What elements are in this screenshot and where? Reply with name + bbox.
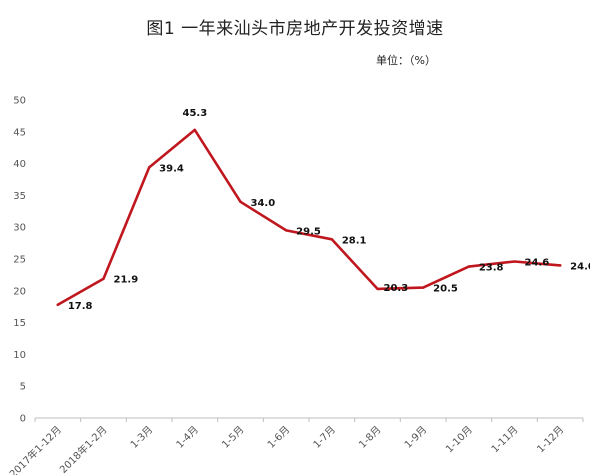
x-tick-label: 1-5月 — [220, 424, 247, 451]
y-tick-label: 45 — [13, 127, 26, 138]
data-label: 29.5 — [296, 226, 321, 237]
x-tick-label: 2018年1-2月 — [57, 423, 110, 475]
x-tick-label: 1-3月 — [128, 424, 155, 451]
x-tick-label: 1-6月 — [265, 424, 292, 451]
x-tick-label: 1-12月 — [535, 424, 567, 456]
x-tick-label: 1-9月 — [402, 424, 429, 451]
data-label: 34.0 — [251, 198, 276, 209]
y-tick-label: 20 — [13, 286, 26, 297]
data-label: 45.3 — [182, 108, 207, 119]
y-tick-label: 10 — [13, 350, 26, 361]
data-point — [467, 265, 471, 268]
data-label: 20.3 — [384, 283, 409, 294]
y-tick-label: 5 — [20, 382, 26, 393]
data-label: 20.5 — [433, 284, 458, 295]
data-point — [376, 287, 379, 291]
data-point — [239, 200, 242, 203]
data-label: 24.0 — [570, 261, 590, 272]
chart-title: 图1 一年来汕头市房地产开发投资增速 — [146, 19, 444, 39]
x-tick-label: 1-10月 — [443, 424, 475, 456]
y-tick-label: 30 — [13, 223, 26, 234]
data-label: 21.9 — [114, 275, 139, 286]
y-tick-label: 40 — [13, 159, 26, 170]
x-tick-label: 1-7月 — [311, 424, 338, 451]
data-point — [421, 286, 425, 289]
data-label: 24.6 — [525, 258, 550, 269]
x-tick-label: 1-8月 — [357, 424, 384, 451]
data-label: 39.4 — [159, 163, 184, 174]
y-tick-label: 0 — [20, 414, 26, 425]
data-point — [558, 264, 562, 267]
y-tick-label: 35 — [13, 191, 26, 202]
y-tick-label: 50 — [13, 96, 26, 107]
data-point — [284, 229, 288, 232]
x-tick-label: 2017年1-12月 — [7, 423, 64, 475]
y-axis: 0 5 10 15 20 25 30 35 40 45 50 — [13, 96, 26, 425]
y-tick-label: 15 — [13, 318, 26, 329]
data-point — [193, 128, 197, 132]
x-tick-label: 1-11月 — [489, 424, 521, 456]
data-point — [513, 260, 516, 263]
data-point — [330, 238, 334, 241]
series-layer — [56, 128, 562, 307]
data-label: 28.1 — [342, 235, 367, 246]
data-label: 23.8 — [479, 263, 504, 274]
x-tick-label: 1-4月 — [174, 424, 201, 451]
y-tick-label: 25 — [13, 255, 26, 266]
data-labels-layer: 17.8 21.9 39.4 45.3 34.0 29.5 28.1 20.3 20.5 23.8… — [68, 108, 590, 312]
data-point — [147, 166, 151, 169]
unit-label: 单位：（%） — [376, 54, 436, 67]
series-line — [56, 128, 562, 307]
data-point — [56, 303, 60, 306]
data-label: 17.8 — [68, 301, 93, 312]
data-point — [102, 277, 105, 280]
